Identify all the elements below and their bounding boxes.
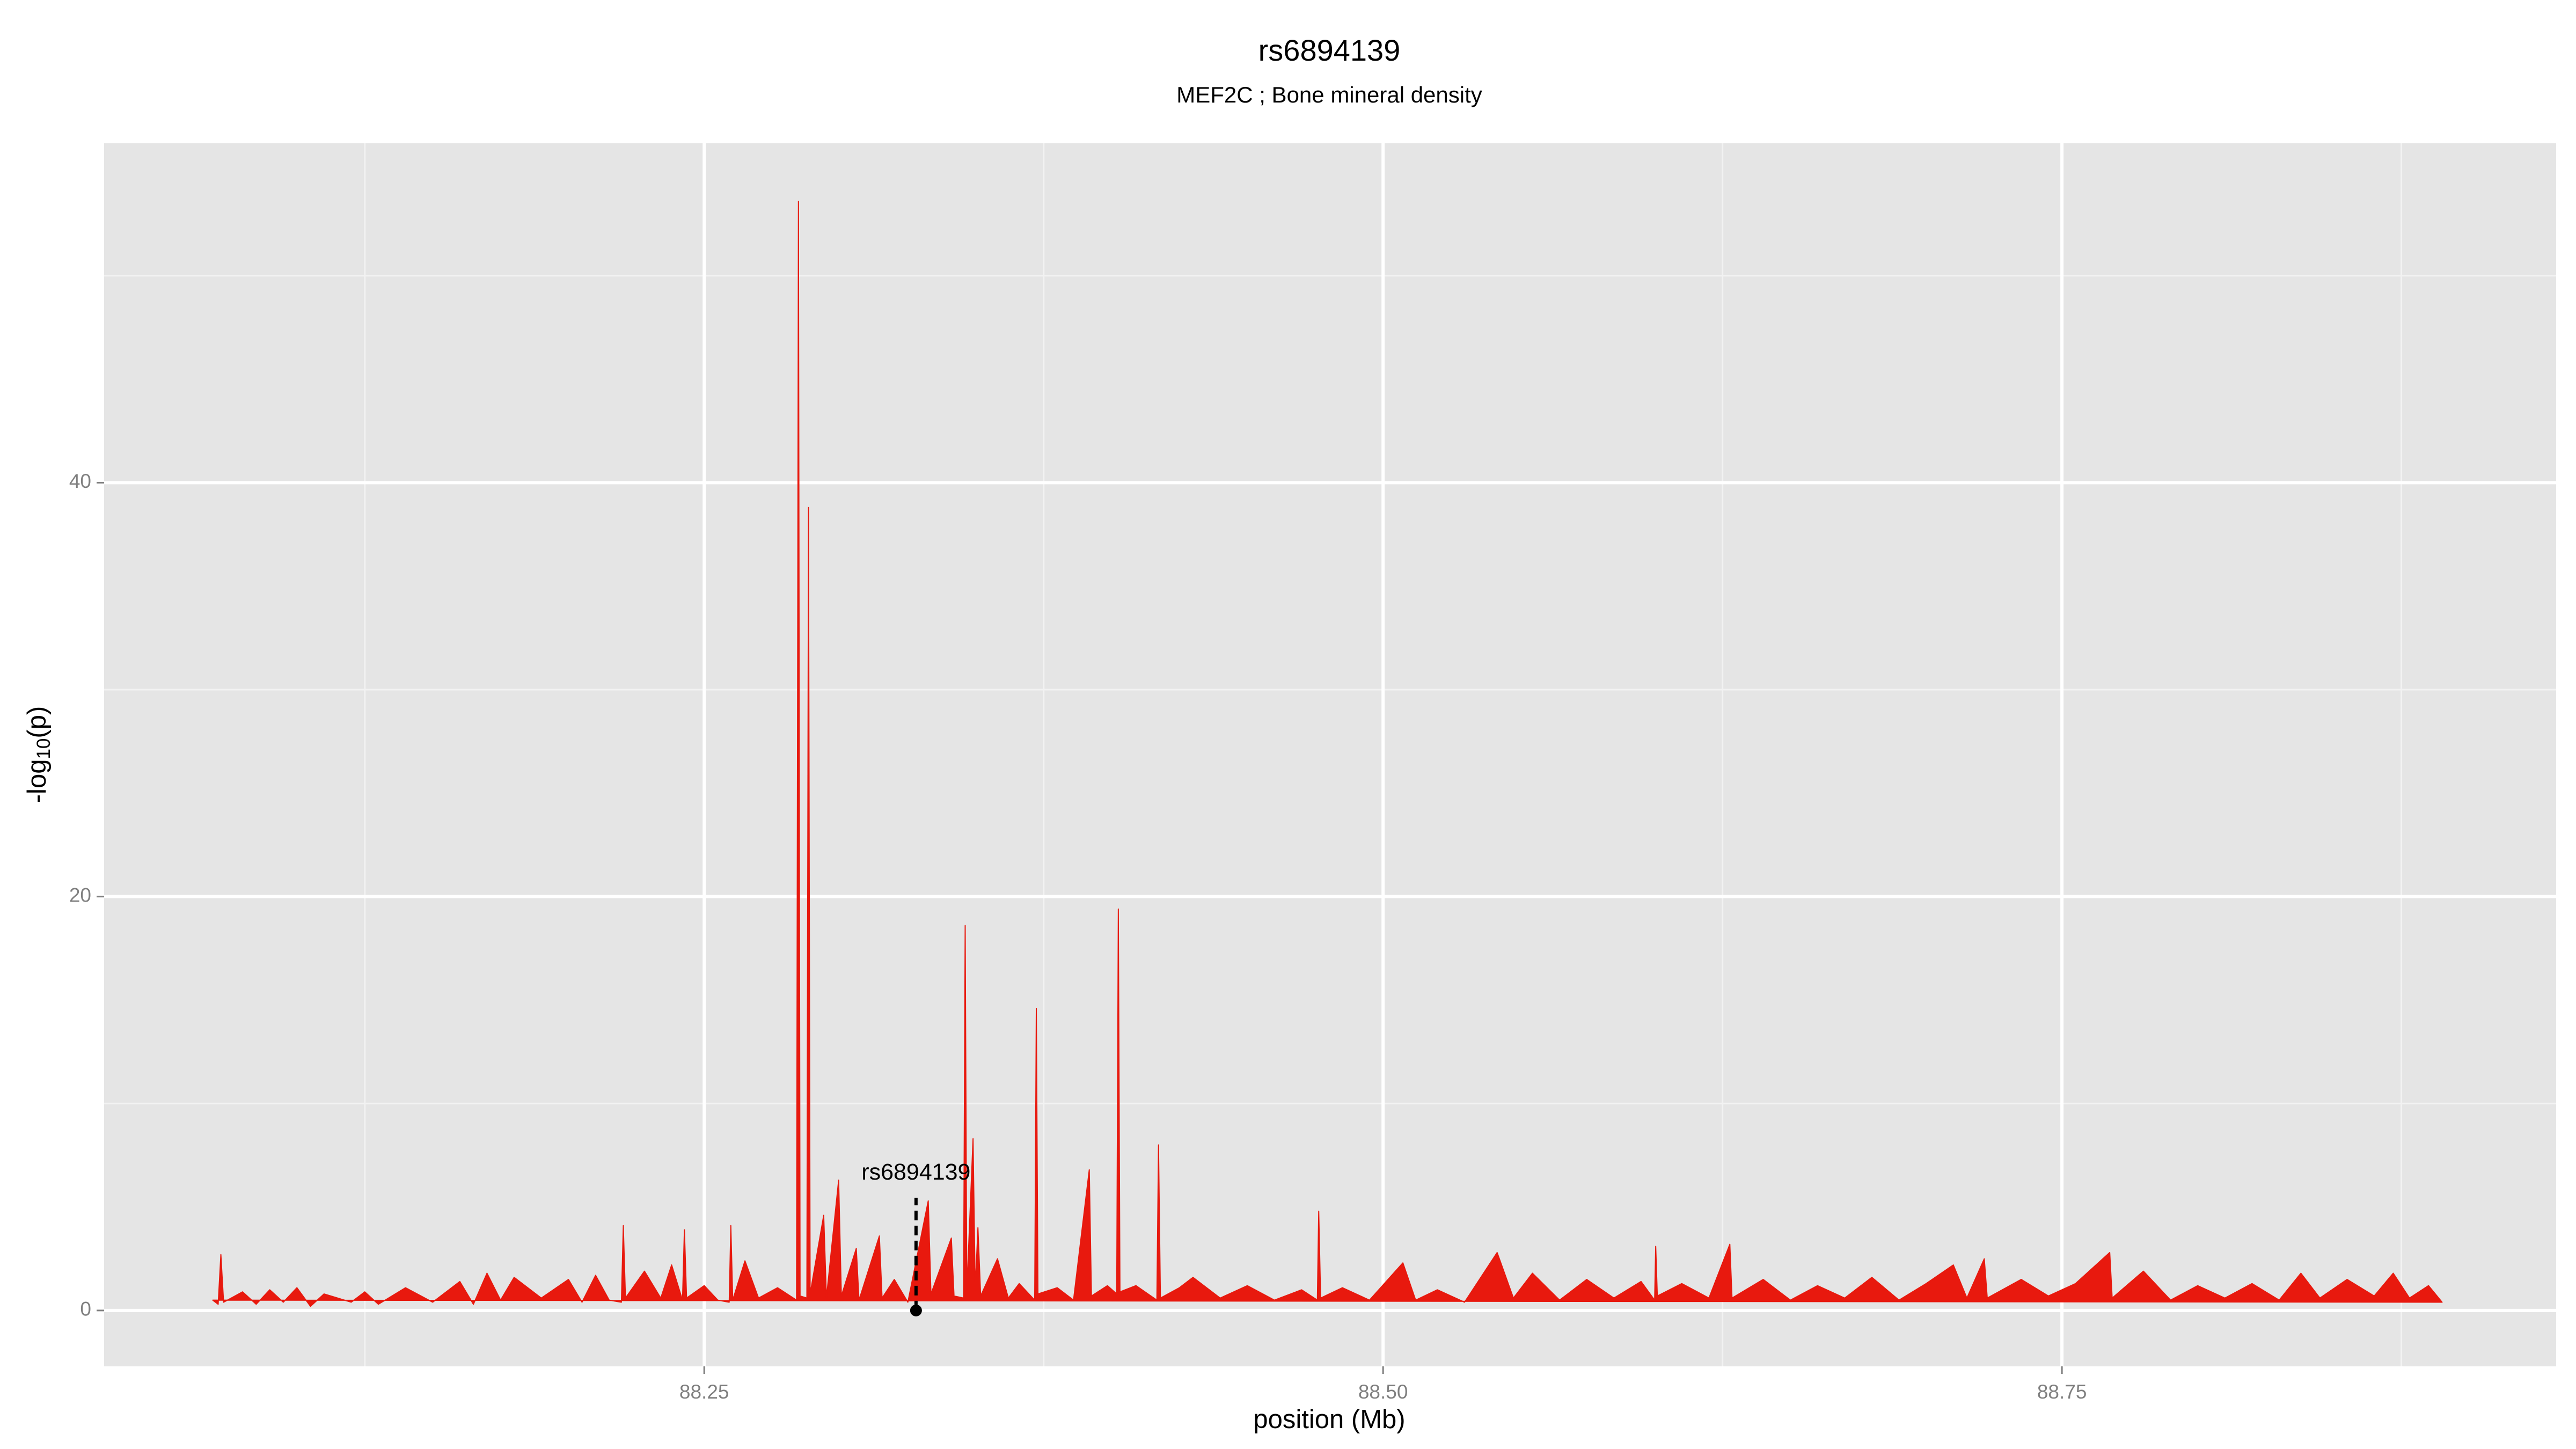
area [212, 200, 2443, 1307]
x-tick-label: 88.25 [679, 1381, 729, 1403]
y-tick-label: 0 [80, 1298, 91, 1320]
y-axis-title: -log10(p) [23, 706, 54, 803]
y-tick-label: 20 [69, 884, 91, 906]
y-axis-title-subscript: 10 [33, 738, 54, 759]
x-tick-label: 88.50 [1358, 1381, 1408, 1403]
y-tick-label: 40 [69, 470, 91, 492]
x-axis-title: position (Mb) [1253, 1405, 1405, 1434]
plot-background [104, 143, 2556, 1366]
annotation-label: rs6894139 [861, 1159, 970, 1185]
chart-title: rs6894139 [1258, 33, 1401, 67]
y-axis-title-part: -log [23, 759, 52, 803]
annotation-point [910, 1304, 922, 1316]
chart-subtitle: MEF2C ; Bone mineral density [1176, 82, 1482, 107]
y-axis-title-part: (p) [23, 706, 52, 738]
x-tick-label: 88.75 [2037, 1381, 2087, 1403]
